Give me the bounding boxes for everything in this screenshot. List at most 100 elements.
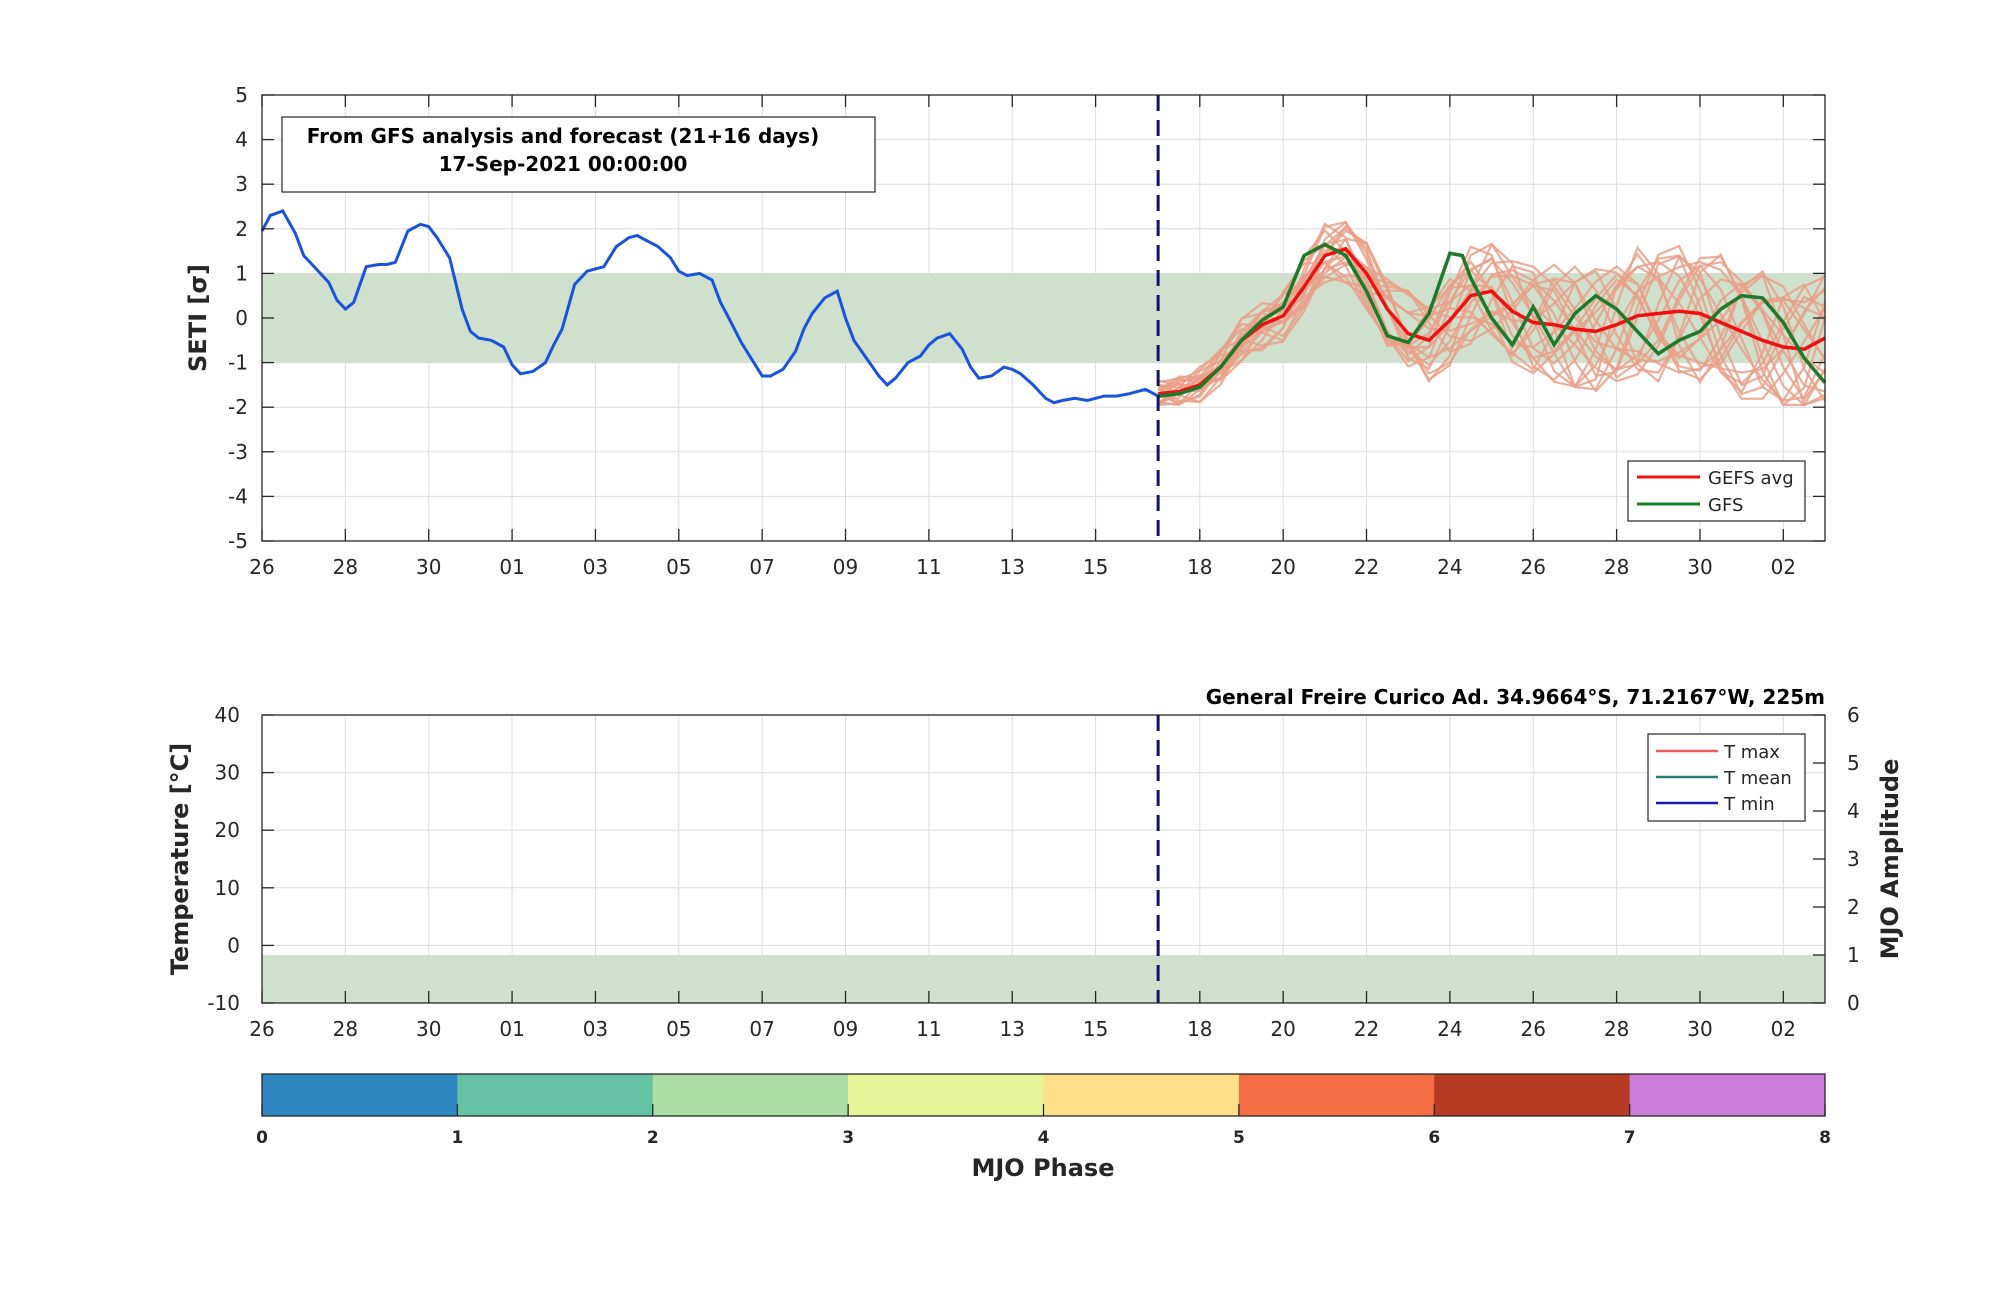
seti-xtick-label: 09: [833, 555, 858, 579]
temperature-ytick-label: 30: [215, 761, 240, 785]
gefs-member-line: [1157, 229, 1826, 407]
temperature-xtick-label: 03: [583, 1017, 608, 1041]
temperature-ytick-label: -10: [207, 991, 240, 1015]
mjo-colorbar: 0 1 2 3 4 5 6 7 8 MJO Phase: [256, 1073, 1831, 1182]
temperature-xtick-label: 11: [916, 1017, 941, 1041]
temperature-ytick-label: 20: [215, 818, 240, 842]
temperature-xtick-label: 28: [1604, 1017, 1629, 1041]
info-box: From GFS analysis and forecast (21+16 da…: [281, 116, 876, 193]
colorbar-cell: [262, 1074, 458, 1116]
info-line-2: 17-Sep-2021 00:00:00: [439, 152, 688, 176]
temperature-xtick-label: 28: [333, 1017, 358, 1041]
temperature-ylabel: Temperature [°C]: [166, 743, 194, 976]
temperature-xtick-label: 22: [1354, 1017, 1379, 1041]
seti-ytick-label: 0: [235, 306, 248, 330]
seti-legend: GEFS avg GFS: [1627, 460, 1806, 522]
seti-ytick-label: -1: [228, 351, 248, 375]
colorbar-cell: [1043, 1074, 1240, 1116]
legend-gfs-label: GFS: [1708, 495, 1743, 516]
temperature-xtick-label: 30: [416, 1017, 441, 1041]
mjo-amplitude-ylabel: MJO Amplitude: [1876, 759, 1904, 960]
colorbar-label: MJO Phase: [971, 1154, 1114, 1182]
seti-xtick-label: 15: [1083, 555, 1108, 579]
temperature-xtick-label: 26: [1521, 1017, 1546, 1041]
colorbar-tick-label: 1: [451, 1128, 463, 1148]
seti-xtick-label: 28: [1604, 555, 1629, 579]
legend-tmax-label: T max: [1723, 742, 1780, 763]
temperature-ytick-label: 10: [215, 876, 240, 900]
colorbar-cells: [262, 1074, 1826, 1116]
gefs-members: [1157, 220, 1827, 407]
legend-tmean-label: T mean: [1723, 768, 1792, 789]
colorbar-tick-label: 2: [647, 1128, 659, 1148]
temperature-xtick-label: 02: [1771, 1017, 1796, 1041]
colorbar-tick-label: 5: [1233, 1128, 1245, 1148]
seti-ytick-label: -5: [228, 529, 248, 553]
temperature-xtick-label: 26: [249, 1017, 274, 1041]
amplitude-ytick-label: 3: [1847, 847, 1860, 871]
colorbar-cell: [1238, 1074, 1435, 1116]
seti-ytick-label: 5: [235, 83, 248, 107]
colorbar-tick-label: 0: [256, 1128, 268, 1148]
temperature-xtick-label: 15: [1083, 1017, 1108, 1041]
gefs-member-line: [1157, 254, 1826, 404]
seti-xtick-label: 28: [333, 555, 358, 579]
temperature-xtick-label: 07: [749, 1017, 774, 1041]
temperature-xtick-label: 09: [833, 1017, 858, 1041]
temperature-xtick-label: 24: [1437, 1017, 1462, 1041]
gfs-line: [1157, 242, 1827, 398]
colorbar-cell: [1629, 1074, 1826, 1116]
temperature-ytick-label: 40: [215, 703, 240, 727]
legend-tmin-label: T min: [1723, 794, 1775, 815]
seti-xtick-label: 30: [1687, 555, 1712, 579]
legend-gefs-avg-label: GEFS avg: [1708, 468, 1794, 489]
seti-xtick-label: 13: [1000, 555, 1025, 579]
temperature-xtick-label: 20: [1270, 1017, 1295, 1041]
amplitude-ytick-label: 5: [1847, 751, 1860, 775]
temperature-xtick-label: 05: [666, 1017, 691, 1041]
amplitude-ytick-label: 6: [1847, 703, 1860, 727]
colorbar-tick-label: 6: [1428, 1128, 1440, 1148]
seti-xtick-label: 07: [749, 555, 774, 579]
seti-ytick-label: 4: [235, 128, 248, 152]
colorbar-cell: [848, 1074, 1044, 1116]
seti-xtick-label: 20: [1270, 555, 1295, 579]
seti-ylabel: SETI [σ]: [184, 264, 212, 372]
colorbar-cell: [1434, 1074, 1631, 1116]
seti-xtick-label: 22: [1354, 555, 1379, 579]
seti-xtick-label: 01: [499, 555, 524, 579]
seti-xtick-label: 26: [1521, 555, 1546, 579]
temperature-xtick-label: 18: [1187, 1017, 1212, 1041]
seti-xtick-label: 26: [249, 555, 274, 579]
seti-xtick-label: 02: [1771, 555, 1796, 579]
amplitude-ytick-label: 1: [1847, 943, 1860, 967]
seti-ytick-label: -3: [228, 440, 248, 464]
colorbar-tick-label: 8: [1819, 1128, 1831, 1148]
seti-xtick-label: 05: [666, 555, 691, 579]
gefs-avg-line: [1157, 246, 1826, 396]
analysis-line: [260, 209, 1159, 405]
temperature-ytick-label: 0: [227, 933, 240, 957]
colorbar-ticks: 0 1 2 3 4 5 6 7 8: [256, 1104, 1831, 1148]
colorbar-tick-label: 4: [1038, 1128, 1050, 1148]
temperature-xtick-label: 30: [1687, 1017, 1712, 1041]
seti-xtick-label: 30: [416, 555, 441, 579]
seti-ytick-label: -2: [228, 395, 248, 419]
colorbar-cell: [652, 1074, 849, 1116]
info-line-1: From GFS analysis and forecast (21+16 da…: [307, 124, 819, 148]
colorbar-tick-label: 7: [1624, 1128, 1636, 1148]
amplitude-ytick-label: 2: [1847, 895, 1860, 919]
seti-xtick-label: 24: [1437, 555, 1462, 579]
seti-ytick-label: 3: [235, 172, 248, 196]
seti-neutral-band: [262, 273, 1825, 363]
temperature-xtick-label: 13: [1000, 1017, 1025, 1041]
amplitude-ytick-label: 4: [1847, 799, 1860, 823]
temperature-legend: T max T mean T min: [1647, 733, 1806, 822]
mjo-amplitude-band: [262, 955, 1825, 1003]
seti-xtick-label: 03: [583, 555, 608, 579]
seti-xtick-label: 18: [1187, 555, 1212, 579]
